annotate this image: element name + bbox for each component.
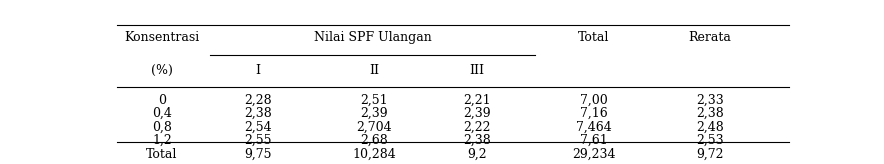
Text: I: I	[255, 64, 260, 77]
Text: 0,4: 0,4	[152, 107, 171, 120]
Text: Konsentrasi: Konsentrasi	[125, 31, 200, 44]
Text: 2,68: 2,68	[361, 134, 388, 147]
Text: 2,53: 2,53	[697, 134, 724, 147]
Text: 2,48: 2,48	[696, 121, 724, 133]
Text: 2,38: 2,38	[244, 107, 271, 120]
Text: 2,55: 2,55	[244, 134, 271, 147]
Text: 2,51: 2,51	[361, 94, 388, 107]
Text: 1,2: 1,2	[152, 134, 171, 147]
Text: 2,39: 2,39	[463, 107, 491, 120]
Text: 0: 0	[158, 94, 166, 107]
Text: 9,72: 9,72	[697, 148, 724, 161]
Text: II: II	[370, 64, 379, 77]
Text: 2,54: 2,54	[244, 121, 271, 133]
Text: 7,61: 7,61	[580, 134, 607, 147]
Text: (%): (%)	[151, 64, 172, 77]
Text: 2,28: 2,28	[244, 94, 271, 107]
Text: Nilai SPF Ulangan: Nilai SPF Ulangan	[314, 31, 431, 44]
Text: 2,33: 2,33	[696, 94, 724, 107]
Text: Total: Total	[578, 31, 609, 44]
Text: 9,2: 9,2	[468, 148, 487, 161]
Text: 2,704: 2,704	[356, 121, 392, 133]
Text: 0,8: 0,8	[152, 121, 171, 133]
Text: 2,39: 2,39	[361, 107, 388, 120]
Text: 10,284: 10,284	[353, 148, 396, 161]
Text: 29,234: 29,234	[572, 148, 615, 161]
Text: 2,22: 2,22	[463, 121, 491, 133]
Text: 2,38: 2,38	[463, 134, 491, 147]
Text: III: III	[469, 64, 484, 77]
Text: 9,75: 9,75	[244, 148, 271, 161]
Text: Total: Total	[146, 148, 178, 161]
Text: 2,38: 2,38	[696, 107, 724, 120]
Text: 7,464: 7,464	[575, 121, 612, 133]
Text: 2,21: 2,21	[463, 94, 491, 107]
Text: Rerata: Rerata	[689, 31, 731, 44]
Text: 7,00: 7,00	[580, 94, 607, 107]
Text: 7,16: 7,16	[580, 107, 607, 120]
